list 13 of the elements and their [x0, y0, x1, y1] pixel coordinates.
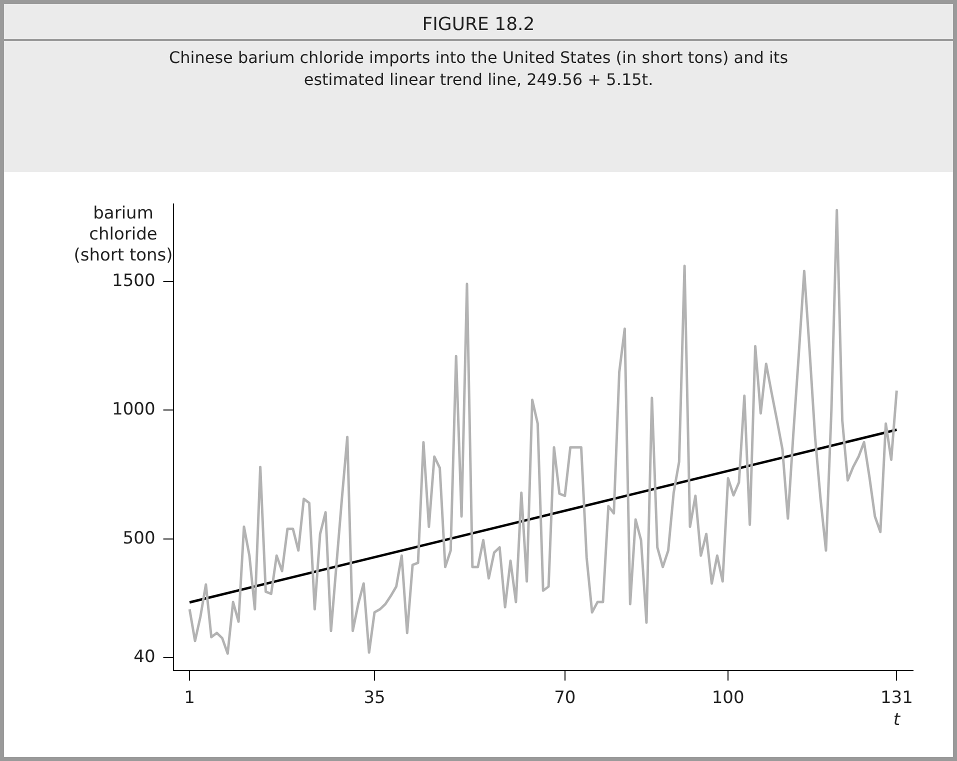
- y-tick-label: 1000: [112, 400, 156, 420]
- x-axis-title: t: [893, 710, 902, 730]
- y-tick-label: 40: [134, 647, 156, 668]
- chart-subtitle: Chinese barium chloride imports into the United States (in short tons) and its estimated linear trend line, 249.56 + 5.15t.: [168, 47, 790, 91]
- y-tick-label: 1500: [112, 270, 156, 291]
- chart-title: FIGURE 18.2: [4, 14, 953, 41]
- x-tick-label: 100: [712, 688, 744, 708]
- y-axis-title: barium chloride (short tons): [74, 203, 173, 266]
- x-tick-label: 35: [364, 688, 386, 708]
- x-tick-label: 70: [554, 688, 576, 708]
- x-tick-label: 1: [184, 688, 195, 708]
- x-tick-label: 131: [880, 688, 913, 708]
- y-tick-label: 500: [122, 528, 156, 549]
